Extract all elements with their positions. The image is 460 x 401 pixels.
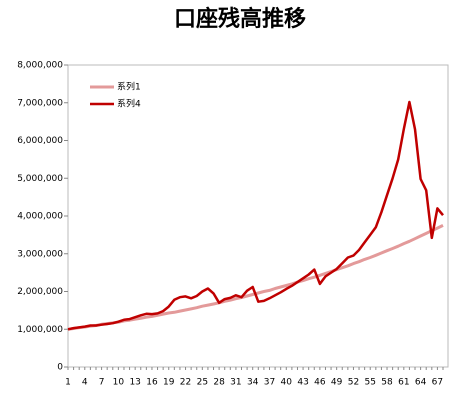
y-tick-label: 5,000,000 — [17, 174, 63, 184]
y-tick-label: 0 — [57, 363, 63, 373]
x-tick-label: 4 — [82, 378, 88, 388]
x-tick-label: 49 — [331, 378, 343, 388]
y-tick-label: 8,000,000 — [17, 61, 63, 71]
x-tick-label: 55 — [365, 378, 376, 388]
legend-label: 系列1 — [117, 81, 141, 93]
y-tick-label: 7,000,000 — [17, 98, 63, 108]
x-tick-label: 16 — [146, 378, 158, 388]
x-tick-label: 34 — [247, 378, 259, 388]
x-tick-label: 40 — [281, 378, 293, 388]
chart-title: 口座残高推移 — [174, 6, 306, 32]
x-tick-label: 61 — [398, 378, 409, 388]
x-tick-label: 13 — [129, 378, 140, 388]
x-tick-label: 31 — [230, 378, 241, 388]
y-tick-label: 1,000,000 — [17, 325, 63, 335]
y-tick-label: 6,000,000 — [17, 136, 63, 146]
x-tick-label: 46 — [314, 378, 326, 388]
y-tick-label: 2,000,000 — [17, 287, 63, 297]
x-tick-label: 58 — [381, 378, 393, 388]
y-tick-label: 3,000,000 — [17, 249, 63, 259]
series-line — [67, 100, 444, 331]
x-tick-label: 43 — [297, 378, 308, 388]
x-tick-label: 37 — [264, 378, 275, 388]
x-tick-label: 28 — [213, 378, 225, 388]
x-tick-label: 7 — [99, 378, 105, 388]
x-tick-label: 67 — [432, 378, 443, 388]
y-tick-label: 4,000,000 — [17, 212, 63, 222]
x-tick-label: 25 — [197, 378, 208, 388]
x-tick-label: 19 — [163, 378, 175, 388]
legend-label: 系列4 — [117, 98, 141, 110]
x-tick-label: 64 — [415, 378, 427, 388]
x-tick-label: 10 — [113, 378, 125, 388]
x-tick-label: 22 — [180, 378, 191, 388]
x-tick-label: 52 — [348, 378, 359, 388]
x-tick-label: 1 — [65, 378, 71, 388]
